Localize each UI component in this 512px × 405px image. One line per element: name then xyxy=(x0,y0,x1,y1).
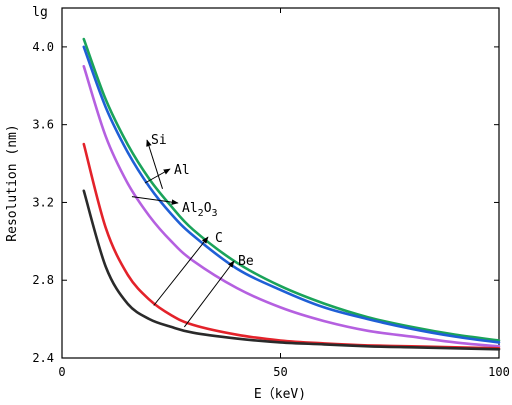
x-tick-label: 100 xyxy=(488,365,510,379)
x-tick-label: 50 xyxy=(273,365,287,379)
series-lines xyxy=(82,37,501,351)
y-tick-label: 2.8 xyxy=(32,273,54,287)
y-tick-label: 3.6 xyxy=(32,118,54,132)
annotation-arrow xyxy=(131,196,179,205)
y-tick-label: 2.4 xyxy=(32,351,54,365)
annotation-label: Be xyxy=(238,254,254,269)
series-line-si xyxy=(82,37,501,342)
annotation-label: C xyxy=(215,231,223,246)
annotation-arrow xyxy=(146,139,163,189)
x-tick-label: 0 xyxy=(58,365,65,379)
annotation-label: Si xyxy=(151,133,167,148)
annotations: Si Al Al2O3 C Be xyxy=(131,133,254,328)
series-line-al2o3 xyxy=(82,65,501,348)
axis-ticks: 0 50 100 2.4 2.8 3.2 3.6 4.0 xyxy=(32,8,510,379)
annotation-arrow xyxy=(144,168,171,184)
corner-label: lg xyxy=(32,5,48,20)
y-tick-label: 3.2 xyxy=(32,195,54,209)
y-tick-label: 4.0 xyxy=(32,40,54,54)
x-axis-title: E（keV) xyxy=(254,387,306,402)
annotation-arrow xyxy=(183,260,235,328)
annotation-label: Al xyxy=(174,163,190,178)
annotation-label: Al2O3 xyxy=(182,201,218,219)
y-axis-title: Resolution (nm) xyxy=(5,124,20,241)
annotation-arrow xyxy=(153,236,209,306)
series-line-al xyxy=(82,45,501,344)
series-line-be xyxy=(82,189,501,351)
